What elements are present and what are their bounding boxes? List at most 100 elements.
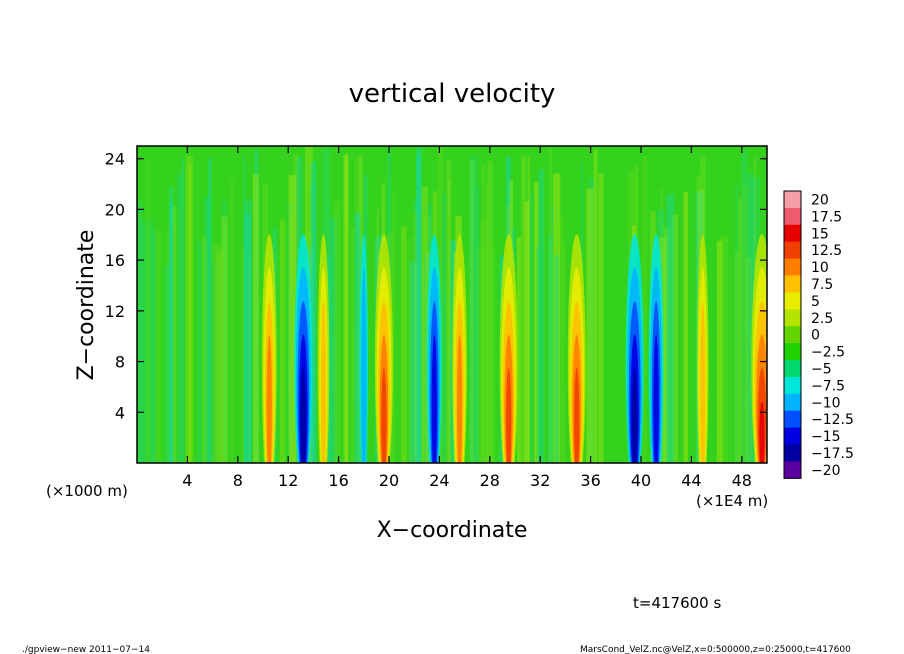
field-streak (671, 214, 678, 463)
field-streak (475, 187, 479, 463)
field-streak (254, 149, 259, 463)
field-streak (215, 253, 223, 463)
field-streak (552, 227, 555, 463)
field-streak (445, 159, 452, 463)
field-streak (516, 237, 522, 463)
x-tick-label: 40 (631, 471, 651, 490)
field-streak (149, 219, 153, 463)
x-unit-right: (×1E4 m) (696, 492, 768, 510)
x-tick-label: 44 (681, 471, 701, 490)
velocity-plume (266, 334, 272, 463)
field-streak (746, 173, 755, 463)
plot-frame (136, 145, 768, 464)
colorbar-swatch (784, 326, 801, 344)
velocity-plume (300, 367, 306, 463)
x-unit-left: (×1000 m) (46, 482, 128, 500)
velocity-plume (653, 334, 659, 463)
field-streak (745, 257, 753, 463)
colorbar-swatch (784, 461, 801, 479)
field-streak (521, 156, 526, 463)
velocity-plume (632, 367, 638, 463)
colorbar: 2017.51512.5107.552.50−2.5−5−7.5−10−12.5… (783, 190, 854, 479)
field-streak (351, 228, 354, 463)
colorbar-label: 2.5 (811, 311, 833, 327)
field-streak (588, 178, 595, 463)
field-streak (549, 148, 552, 463)
x-tick-label: 28 (480, 471, 500, 490)
field-streak (181, 157, 185, 463)
colorbar-label: −10 (811, 395, 841, 411)
velocity-plume (759, 401, 765, 463)
field-streak (204, 196, 210, 463)
colorbar-label: −17.5 (811, 446, 854, 462)
field-streak (742, 186, 749, 463)
colorbar-swatch (784, 410, 801, 428)
y-tick-label: 12 (105, 302, 125, 321)
field-streak (145, 160, 149, 463)
field-streak (527, 156, 530, 463)
colorbar-label: 5 (811, 294, 820, 310)
field-streak (152, 230, 156, 463)
field-streak (530, 194, 533, 463)
field-streak (738, 198, 743, 463)
field-streak (420, 198, 428, 463)
field-streak (534, 181, 539, 463)
field-streak (586, 188, 594, 463)
colorbar-swatch (784, 241, 801, 259)
field-streak (177, 173, 182, 463)
colorbar-frame (783, 190, 802, 479)
field-streak (481, 164, 486, 463)
field-streak (392, 192, 396, 463)
field-streak (243, 155, 246, 463)
field-streak (666, 194, 675, 463)
colorbar-label: 0 (811, 328, 820, 344)
velocity-plume (456, 334, 463, 463)
colorbar-label: −2.5 (811, 345, 845, 361)
field-streak (137, 201, 143, 463)
field-streak (535, 255, 539, 463)
field-streak (230, 179, 234, 463)
field-streak (169, 187, 174, 463)
footer-right: MarsCond_VelZ.nc@VelZ,x=0:500000,z=0:250… (580, 645, 851, 654)
y-tick-label: 8 (115, 353, 125, 372)
field-streak (593, 149, 598, 463)
field-streak (212, 242, 220, 463)
colorbar-label: 7.5 (811, 277, 833, 293)
colorbar-swatch (784, 376, 801, 395)
field-streak (741, 150, 747, 463)
field-streak (207, 158, 212, 463)
field-streak (524, 201, 530, 463)
field-streak (414, 262, 417, 463)
field-streak (683, 192, 688, 463)
field-streak (720, 235, 729, 463)
x-axis-label: X−coordinate (377, 518, 528, 543)
field-streak (345, 153, 348, 463)
field-streak (164, 264, 171, 463)
field-streak (490, 243, 495, 463)
x-tick-label: 12 (278, 471, 298, 490)
field-streak (421, 186, 428, 463)
field-streak (221, 216, 228, 463)
x-tick-label: 8 (233, 471, 243, 490)
velocity-plume (700, 301, 706, 463)
field-streak (213, 260, 218, 463)
field-streak (248, 258, 251, 463)
field-streak (561, 241, 566, 463)
time-label: t=417600 s (633, 594, 721, 612)
field-streak (244, 199, 253, 463)
field-streak (553, 173, 561, 463)
y-tick-label: 24 (105, 150, 125, 169)
field-streak (486, 184, 489, 463)
field-streak (409, 261, 416, 463)
colorbar-swatch (784, 292, 801, 310)
colorbar-swatch (784, 207, 801, 226)
field-streak (185, 155, 193, 463)
field-streak (343, 155, 349, 463)
y-tick-label: 16 (105, 251, 125, 270)
colorbar-swatch (784, 309, 801, 327)
x-tick-label: 4 (182, 471, 192, 490)
field-streak (598, 173, 604, 463)
field-streak (407, 237, 414, 463)
colorbar-label: −12.5 (811, 412, 854, 428)
